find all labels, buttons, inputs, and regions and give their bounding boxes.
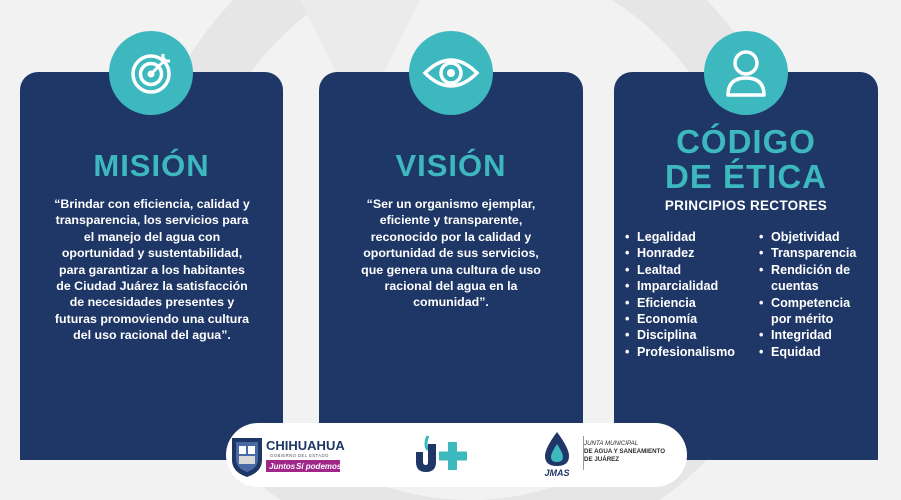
principio-item: Equidad xyxy=(759,344,874,361)
jmas-line1: JUNTA MUNICIPAL xyxy=(584,440,639,447)
principio-item: Eficiencia xyxy=(625,295,755,312)
jmas-line3: DE JUÁREZ xyxy=(584,456,620,463)
principio-item: Objetividad xyxy=(759,229,874,246)
mision-icon-circle xyxy=(109,31,193,115)
vision-text-line: “Ser un organismo ejemplar, xyxy=(366,197,536,211)
jmas-separator xyxy=(583,436,584,470)
codigo-title-line2: DE ÉTICA xyxy=(664,158,827,195)
mision-text-line: de Ciudad Juárez la satisfacción xyxy=(56,279,248,294)
codigo-icon-circle xyxy=(704,31,788,115)
vision-title: VISIÓN xyxy=(395,148,507,183)
jmas-name: JUNTA MUNICIPAL DE AGUA Y SANEAMIENTO DE… xyxy=(584,440,684,464)
vision-text-line: que genera una cultura de uso xyxy=(361,262,541,277)
vision-text-line: oportunidad de sus servicios, xyxy=(363,246,539,261)
mision-text-line: el manejo del agua con xyxy=(83,229,221,244)
chihuahua-logo: CHIHUAHUA GOBIERNO DEL ESTADO Juntos Sí … xyxy=(232,438,345,477)
codigo-title: CÓDIGO DE ÉTICA xyxy=(614,124,878,194)
jmas-line2: DE AGUA Y SANEAMIENTO xyxy=(584,448,666,455)
mision-text-line: oportunidad y sustentabilidad, xyxy=(61,246,243,261)
vision-text-line: comunidad”. xyxy=(413,295,489,310)
mision-text-line: futuras promoviendo una cultura xyxy=(54,311,250,326)
mision-text-line: para garantizar a los habitantes xyxy=(59,262,245,277)
mision-text-line: del uso racional del agua”. xyxy=(73,328,231,343)
principio-item: Profesionalismo xyxy=(625,344,755,361)
principio-item: Imparcialidad xyxy=(625,278,755,295)
vision-text-line: eficiente y transparente, xyxy=(379,213,523,228)
mision-text-line: “Brindar con eficiencia, calidad y xyxy=(54,197,250,211)
principio-item: Rendición de xyxy=(759,262,874,279)
principio-item: Economía xyxy=(625,311,755,328)
eye-icon xyxy=(422,58,480,88)
mision-text-line: transparencia, los servicios para xyxy=(55,213,249,228)
principio-item: cuentas xyxy=(771,279,819,294)
principio-item: Lealtad xyxy=(625,262,755,279)
chihuahua-slogan2: Sí podemos xyxy=(296,462,342,471)
vision-text: “Ser un organismo ejemplar, eficiente y t… xyxy=(327,196,575,311)
chihuahua-name: CHIHUAHUA xyxy=(266,438,345,453)
principio-item: Transparencia xyxy=(759,245,874,262)
principio-item: Competencia xyxy=(759,295,874,312)
principio-item: Integridad xyxy=(759,327,874,344)
jmas-abbr: JMAS xyxy=(544,468,569,478)
chihuahua-slogan1: Juntos xyxy=(269,462,296,471)
target-icon xyxy=(131,54,171,94)
principio-item: Disciplina xyxy=(625,327,755,344)
mision-title: MISIÓN xyxy=(93,148,210,183)
principio-item: por mérito xyxy=(771,312,834,327)
mision-card xyxy=(20,72,283,460)
mision-text-line: de necesidades presentes y xyxy=(69,295,235,310)
principio-item: Honradez xyxy=(625,245,755,262)
vision-icon-circle xyxy=(409,31,493,115)
jmas-logo: JMAS xyxy=(544,432,570,478)
chihuahua-sub: GOBIERNO DEL ESTADO xyxy=(270,453,329,458)
principios-list-left: LegalidadHonradezLealtadImparcialidadEfi… xyxy=(625,229,755,361)
principio-item: Legalidad xyxy=(625,229,755,246)
user-icon xyxy=(726,50,766,97)
j-plus-logo xyxy=(416,435,467,472)
principios-list-right: ObjetividadTransparenciaRendición decuen… xyxy=(759,229,874,361)
mision-text: “Brindar con eficiencia, calidad y transp… xyxy=(28,196,276,344)
codigo-title-line1: CÓDIGO xyxy=(676,123,816,160)
vision-text-line: racional del agua en la xyxy=(384,279,518,294)
vision-card xyxy=(319,72,583,460)
vision-text-line: reconocido por la calidad y xyxy=(370,229,532,244)
codigo-subtitle: PRINCIPIOS RECTORES xyxy=(664,198,828,213)
